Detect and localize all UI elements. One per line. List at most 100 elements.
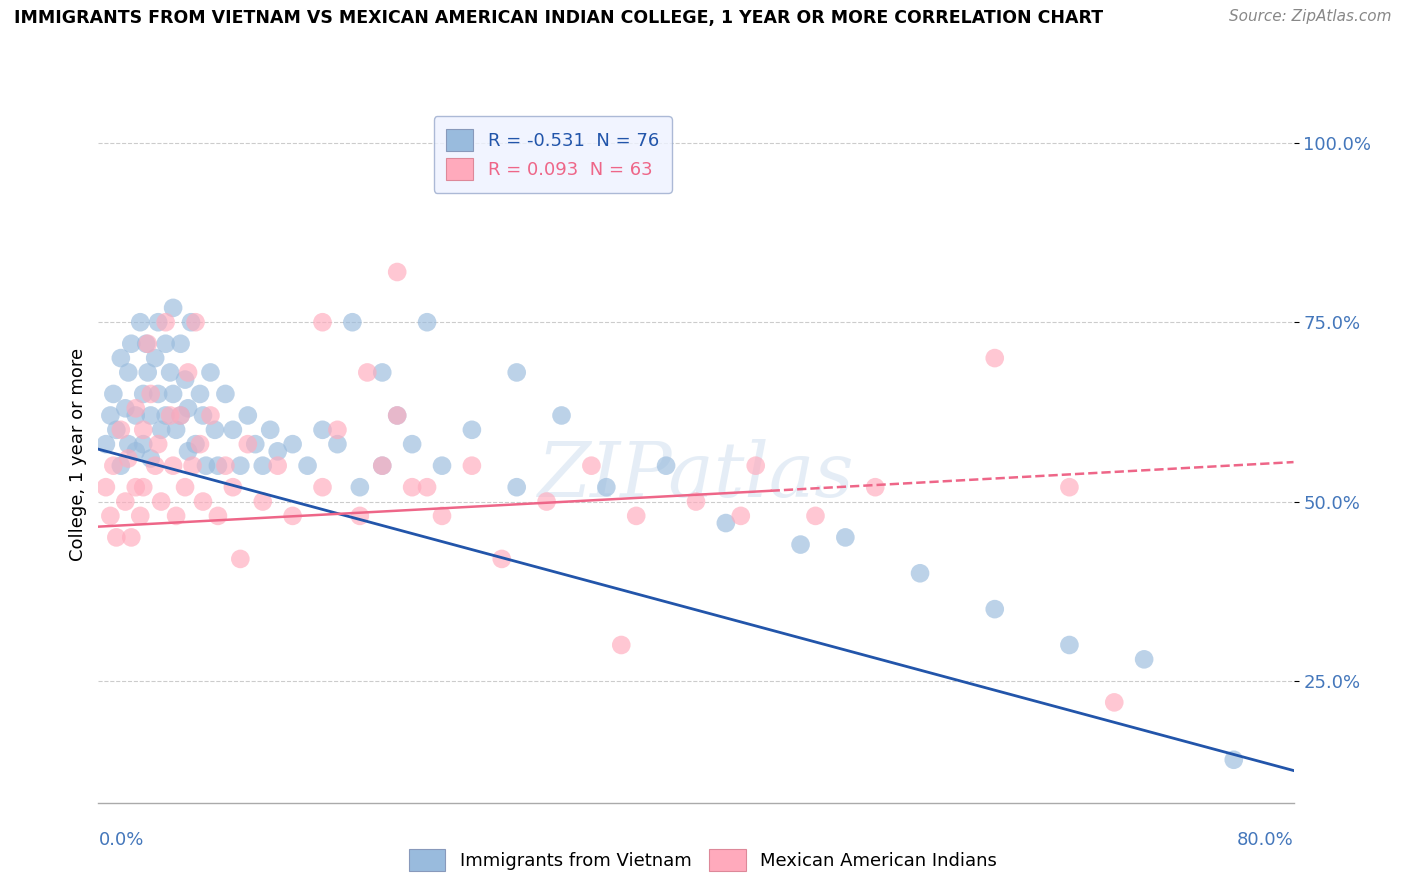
Point: [105, 530, 128, 544]
Point: [267, 458, 290, 473]
Point: [155, 315, 177, 329]
Point: [326, 437, 349, 451]
Point: [180, 315, 202, 329]
Point: [188, 437, 211, 451]
Point: [177, 444, 200, 458]
Point: [94, 480, 117, 494]
Point: [385, 265, 409, 279]
Point: [150, 423, 173, 437]
Point: [132, 423, 155, 437]
Point: [159, 366, 181, 380]
Point: [114, 401, 136, 416]
Point: [114, 494, 136, 508]
Point: [135, 336, 157, 351]
Point: [139, 409, 162, 423]
Text: Source: ZipAtlas.com: Source: ZipAtlas.com: [1229, 9, 1392, 24]
Point: [371, 366, 394, 380]
Point: [174, 373, 197, 387]
Point: [281, 508, 304, 523]
Point: [200, 409, 222, 423]
Point: [401, 437, 423, 451]
Point: [136, 366, 159, 380]
Point: [865, 480, 887, 494]
Point: [103, 387, 125, 401]
Point: [371, 458, 394, 473]
Point: [1059, 638, 1081, 652]
Point: [125, 444, 148, 458]
Point: [745, 458, 768, 473]
Point: [416, 315, 439, 329]
Point: [148, 387, 170, 401]
Point: [506, 366, 529, 380]
Point: [252, 458, 274, 473]
Point: [610, 638, 633, 652]
Point: [236, 409, 259, 423]
Point: [385, 409, 409, 423]
Point: [1104, 695, 1126, 709]
Point: [461, 423, 484, 437]
Point: [222, 480, 245, 494]
Point: [214, 387, 236, 401]
Point: [174, 480, 197, 494]
Point: [132, 437, 155, 451]
Point: [222, 423, 245, 437]
Point: [110, 351, 132, 365]
Point: [655, 458, 678, 473]
Point: [342, 315, 364, 329]
Point: [136, 336, 159, 351]
Point: [177, 366, 200, 380]
Point: [103, 458, 125, 473]
Point: [245, 437, 267, 451]
Point: [165, 508, 187, 523]
Point: [834, 530, 856, 544]
Text: ZIPatlas: ZIPatlas: [537, 439, 855, 513]
Point: [236, 437, 259, 451]
Point: [401, 480, 423, 494]
Point: [191, 409, 214, 423]
Point: [624, 508, 647, 523]
Point: [194, 458, 218, 473]
Point: [259, 423, 281, 437]
Point: [267, 444, 290, 458]
Point: [188, 387, 211, 401]
Point: [207, 458, 229, 473]
Point: [430, 458, 453, 473]
Point: [789, 538, 811, 552]
Point: [117, 451, 139, 466]
Point: [252, 494, 274, 508]
Point: [98, 508, 122, 523]
Point: [132, 480, 155, 494]
Point: [983, 602, 1005, 616]
Point: [326, 423, 349, 437]
Point: [1059, 480, 1081, 494]
Point: [536, 494, 558, 508]
Point: [110, 423, 132, 437]
Point: [125, 409, 148, 423]
Point: [139, 387, 162, 401]
Point: [730, 508, 752, 523]
Point: [550, 409, 572, 423]
Point: [169, 336, 191, 351]
Text: 80.0%: 80.0%: [1237, 831, 1294, 849]
Point: [349, 480, 371, 494]
Y-axis label: College, 1 year or more: College, 1 year or more: [69, 349, 87, 561]
Point: [181, 458, 204, 473]
Point: [120, 530, 142, 544]
Point: [491, 552, 513, 566]
Point: [385, 409, 409, 423]
Point: [204, 423, 226, 437]
Point: [200, 366, 222, 380]
Text: IMMIGRANTS FROM VIETNAM VS MEXICAN AMERICAN INDIAN COLLEGE, 1 YEAR OR MORE CORRE: IMMIGRANTS FROM VIETNAM VS MEXICAN AMERI…: [14, 9, 1104, 27]
Point: [416, 480, 439, 494]
Point: [143, 458, 166, 473]
Point: [229, 458, 252, 473]
Point: [311, 423, 333, 437]
Point: [155, 336, 177, 351]
Point: [169, 409, 191, 423]
Point: [169, 409, 191, 423]
Point: [685, 494, 707, 508]
Point: [595, 480, 617, 494]
Legend: Immigrants from Vietnam, Mexican American Indians: Immigrants from Vietnam, Mexican America…: [402, 842, 1004, 879]
Point: [129, 508, 152, 523]
Point: [184, 437, 207, 451]
